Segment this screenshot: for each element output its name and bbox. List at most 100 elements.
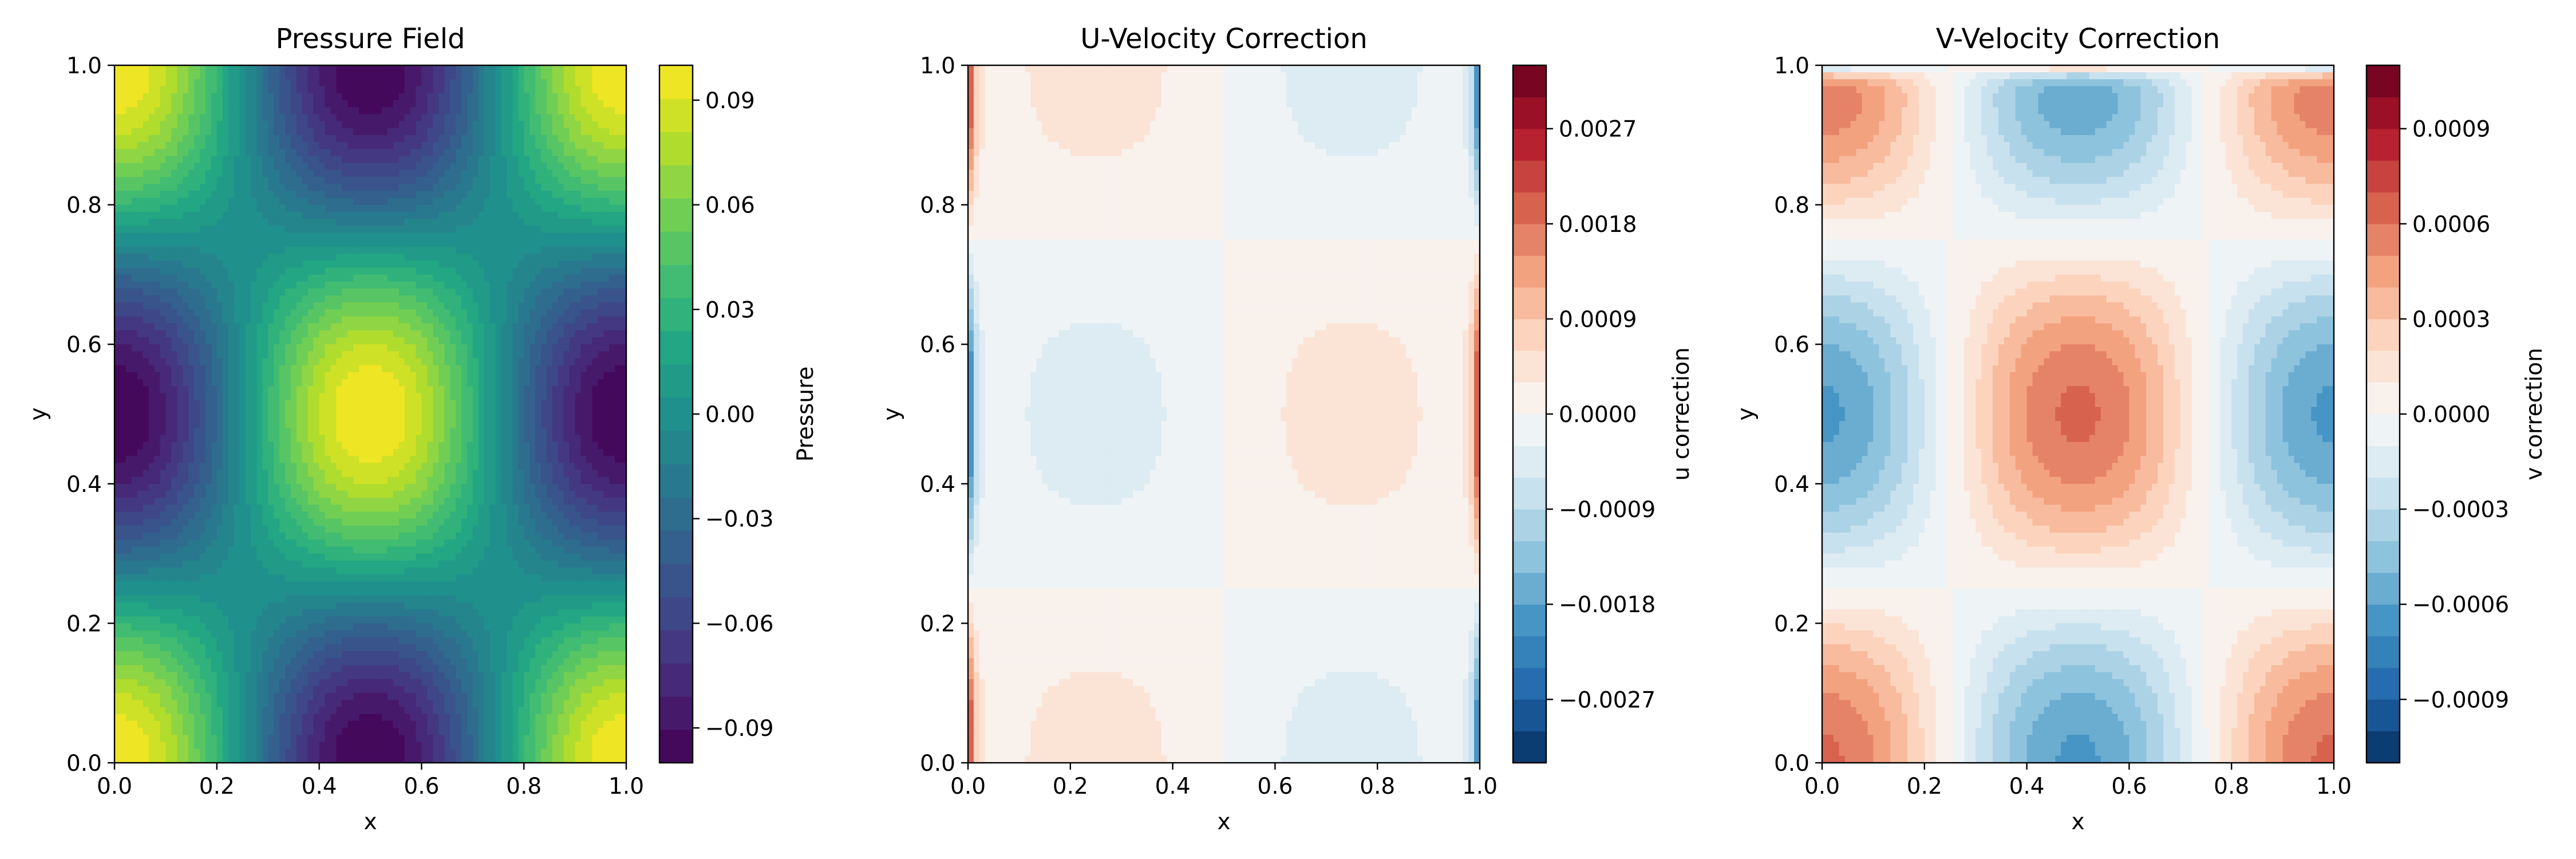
heatmap-cell	[171, 379, 177, 387]
heatmap-cell	[125, 323, 132, 331]
heatmap-cell	[148, 407, 155, 415]
heatmap-cell	[404, 121, 411, 129]
heatmap-cell	[165, 372, 172, 380]
heatmap-cell	[290, 121, 297, 129]
heatmap-cell	[114, 379, 121, 387]
heatmap-cell	[143, 253, 149, 261]
heatmap-cell	[598, 93, 604, 101]
heatmap-cell	[472, 400, 479, 408]
heatmap-cell	[216, 358, 223, 366]
heatmap-cell	[313, 274, 320, 282]
heatmap-cell	[177, 323, 183, 331]
heatmap-cell	[580, 191, 587, 199]
heatmap-cell	[177, 288, 183, 296]
heatmap-cell	[216, 393, 223, 401]
heatmap-cell	[478, 344, 485, 352]
heatmap-cell	[381, 372, 388, 380]
heatmap-cell	[569, 114, 576, 122]
heatmap-cell	[228, 246, 235, 254]
heatmap-cell	[398, 372, 405, 380]
heatmap-cell	[421, 316, 428, 324]
heatmap-cell	[621, 428, 627, 436]
heatmap-cell	[427, 267, 433, 275]
heatmap-cell	[216, 323, 223, 331]
heatmap-cell	[438, 330, 445, 338]
heatmap-cell	[290, 93, 297, 101]
heatmap-cell	[450, 337, 456, 345]
heatmap-cell	[347, 448, 354, 456]
heatmap-cell	[205, 407, 212, 415]
heatmap-cell	[387, 365, 394, 373]
heatmap-cell	[421, 400, 428, 408]
heatmap-cell	[222, 176, 229, 184]
heatmap-cell	[609, 442, 615, 450]
heatmap-cell	[188, 267, 195, 275]
heatmap-cell	[603, 93, 610, 101]
heatmap-cell	[563, 107, 570, 115]
heatmap-cell	[330, 337, 337, 345]
heatmap-cell	[307, 316, 314, 324]
heatmap-cell	[239, 246, 246, 254]
heatmap-cell	[160, 267, 166, 275]
heatmap-cell	[228, 149, 235, 156]
heatmap-cell	[427, 365, 433, 373]
heatmap-cell	[296, 218, 303, 226]
heatmap-cell	[433, 407, 439, 415]
heatmap-cell	[381, 156, 388, 164]
heatmap-cell	[518, 65, 524, 73]
heatmap-cell	[512, 170, 519, 178]
heatmap-cell	[131, 121, 138, 129]
heatmap-cell	[228, 344, 235, 352]
heatmap-cell	[472, 330, 479, 338]
heatmap-cell	[296, 246, 303, 254]
heatmap-cell	[381, 121, 388, 129]
heatmap-cell	[285, 288, 291, 296]
heatmap-cell	[603, 323, 610, 331]
heatmap-cell	[120, 393, 127, 401]
heatmap-cell	[416, 198, 422, 206]
heatmap-cell	[393, 414, 400, 421]
heatmap-cell	[586, 100, 592, 108]
heatmap-cell	[427, 372, 433, 380]
heatmap-cell	[495, 253, 502, 261]
heatmap-cell	[621, 442, 627, 450]
heatmap-cell	[131, 114, 138, 122]
heatmap-cell	[552, 344, 559, 352]
heatmap-cell	[433, 316, 439, 324]
heatmap-cell	[478, 358, 485, 366]
heatmap-cell	[114, 141, 121, 149]
heatmap-cell	[621, 281, 627, 289]
heatmap-cell	[120, 448, 127, 456]
heatmap-cell	[177, 316, 183, 324]
heatmap-cell	[433, 274, 439, 282]
heatmap-cell	[183, 274, 189, 282]
heatmap-cell	[353, 176, 359, 184]
heatmap-cell	[484, 156, 491, 164]
heatmap-cell	[398, 309, 405, 317]
heatmap-cell	[234, 149, 240, 156]
heatmap-cell	[404, 86, 411, 94]
heatmap-cell	[256, 65, 263, 73]
heatmap-cell	[427, 407, 433, 415]
heatmap-cell	[438, 135, 445, 143]
heatmap-cell	[393, 302, 400, 310]
heatmap-cell	[393, 191, 400, 199]
heatmap-cell	[586, 267, 592, 275]
heatmap-cell	[171, 72, 177, 80]
heatmap-cell	[393, 379, 400, 387]
heatmap-cell	[251, 211, 257, 219]
heatmap-cell	[580, 218, 587, 226]
heatmap-cell	[296, 191, 303, 199]
heatmap-cell	[489, 107, 496, 115]
heatmap-cell	[580, 226, 587, 233]
heatmap-cell	[535, 156, 542, 164]
heatmap-cell	[256, 316, 263, 324]
heatmap-cell	[177, 442, 183, 450]
heatmap-cell	[188, 86, 195, 94]
heatmap-cell	[222, 107, 229, 115]
heatmap-cell	[444, 107, 451, 115]
heatmap-cell	[239, 407, 246, 415]
heatmap-cell	[489, 218, 496, 226]
heatmap-cell	[376, 198, 382, 206]
heatmap-cell	[524, 372, 530, 380]
